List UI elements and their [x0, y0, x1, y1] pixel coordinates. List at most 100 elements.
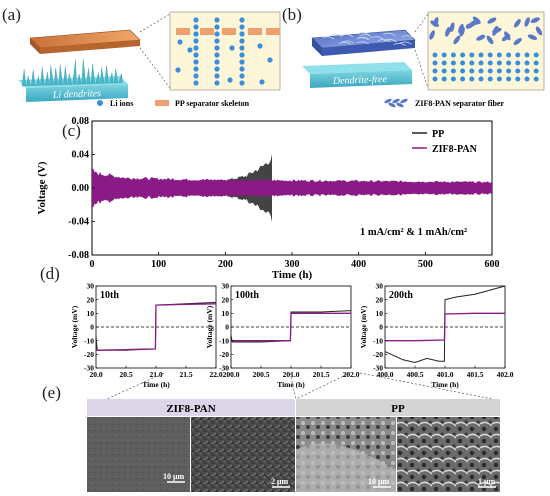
fiber-strand: [341, 40, 355, 44]
y-tick-label: -20: [373, 350, 383, 359]
y-tick-label: -30: [219, 364, 229, 373]
scale-label-4: 1 μm: [478, 477, 496, 486]
li-ion-dot: [496, 68, 502, 74]
li-ion-dot: [175, 67, 181, 73]
x-tick-label: 200.0: [223, 370, 240, 379]
dendrite-spike: [63, 66, 68, 85]
chart-d-200th: 200th -30 -20 -10 0 10 20 30 400.0 400.5 401.0 401.…: [359, 282, 514, 389]
zif8-fiber: [472, 16, 481, 24]
legend-pp-skeleton: PP separator skeleton: [175, 99, 250, 108]
li-flat-front: [310, 70, 412, 88]
li-ion-dot: [432, 52, 438, 58]
li-ion-dot: [478, 76, 484, 82]
x-tick-label: 200.5: [253, 370, 270, 379]
y-tick-label: 0.04: [72, 150, 90, 161]
fiber-strand: [357, 36, 370, 40]
pp-skeleton-bar: [248, 28, 262, 35]
li-ion-dot: [239, 73, 245, 79]
li-ion-dot: [432, 60, 438, 66]
dendrite-spike: [72, 59, 77, 85]
li-ion-dot: [460, 76, 466, 82]
li-ion-dot: [239, 80, 245, 86]
series-zif8pan: [231, 312, 351, 342]
panel-b-inset-content: [429, 16, 543, 82]
li-ion-dot: [214, 80, 220, 86]
dendrite-spike: [21, 69, 27, 87]
li-ion-dot: [193, 52, 199, 58]
y-tick-label: 30: [87, 282, 95, 291]
li-ion-dot: [214, 31, 220, 37]
li-ion-dot: [469, 68, 475, 74]
x-tick-label: 201.5: [313, 370, 330, 379]
x-tick-label: 0: [90, 259, 95, 270]
y-tick-label: 20: [87, 295, 95, 304]
zif8-fiber: [429, 30, 435, 40]
panel-a-illustration: Li dendrites: [18, 11, 281, 102]
dendrite-spike: [31, 69, 36, 86]
li-ion-dot: [257, 43, 263, 49]
li-ion-dot: [239, 66, 245, 72]
y-tick-label: 10: [87, 309, 95, 318]
li-ion-dot: [187, 47, 193, 53]
li-ion-dot: [506, 60, 512, 66]
chart-d-xlabel: Time (h): [431, 380, 459, 389]
li-ion-dot: [515, 76, 521, 82]
li-ion-dot: [460, 68, 466, 74]
zif8-fiber: [513, 19, 521, 28]
li-ion-dot: [450, 60, 456, 66]
dendrite-free-label: Dendrite-free: [332, 74, 388, 87]
li-ion-dot: [239, 45, 245, 51]
li-ion-dot: [515, 52, 521, 58]
li-ion-dot: [214, 24, 220, 30]
zif8-separator-slab-side: [312, 38, 322, 56]
fiber-strand: [377, 39, 391, 43]
dendrite-spike: [58, 64, 63, 85]
fiber-strand: [329, 34, 343, 38]
pp-skeleton-bar: [222, 28, 236, 35]
li-ion-dot: [214, 17, 220, 23]
y-tick-label: -10: [373, 336, 383, 345]
li-dendrites: [21, 58, 123, 87]
zif8-fiber: [433, 17, 439, 27]
li-ion-dot: [214, 38, 220, 44]
dendrite-spike: [81, 58, 86, 85]
dendrite-spike: [100, 67, 105, 84]
li-ion-dot: [239, 17, 245, 23]
y-tick-label: -30: [373, 364, 383, 373]
chart-d-xlabel: Time (h): [277, 380, 305, 389]
zif8-fiber: [527, 34, 538, 40]
li-ion-dot: [193, 17, 199, 23]
li-base-front: [26, 84, 128, 102]
fiber-strand: [383, 32, 396, 36]
li-ion-dot: [193, 24, 199, 30]
li-ion-dot: [450, 68, 456, 74]
li-ion-dot: [214, 45, 220, 51]
y-tick-label: 20: [222, 295, 230, 304]
y-tick-label: -0.08: [68, 250, 89, 261]
pp-skeleton-bar: [266, 28, 280, 35]
chart-c-axes: 0 100 200 300 400 500 600 -0.08 -0.04 0.00 0.04 0.0…: [68, 116, 499, 270]
li-ion-dot: [496, 60, 502, 66]
x-tick-label: 500: [418, 259, 433, 270]
fiber-legend-piece: [400, 98, 408, 104]
charts-d: 10th -30 -20 -10 0 10 20 30 20.0 20.5 21.0 21.5 22.0…: [70, 282, 514, 389]
zif8-fiber: [535, 26, 543, 36]
fiber-legend-piece: [388, 102, 396, 108]
chart-d-title: 100th: [235, 290, 259, 301]
panel-label-e: (e): [42, 383, 61, 402]
li-ion-dot: [496, 52, 502, 58]
li-ion-dot: [533, 68, 539, 74]
zif8-fiber: [458, 23, 464, 34]
panel-a-inset: [169, 11, 281, 91]
li-ion-dot: [460, 60, 466, 66]
fiber-strand: [356, 37, 369, 41]
legend-zif8-fiber: ZIF8-PAN separator fiber: [415, 99, 504, 108]
x-tick-label: 401.5: [467, 370, 484, 379]
zif8-fiber: [492, 27, 502, 34]
zif8-fiber: [453, 35, 461, 45]
x-tick-label: 100: [151, 259, 166, 270]
y-tick-label: -20: [84, 350, 94, 359]
chart-c-plot: [92, 154, 492, 222]
y-tick-label: 0.08: [72, 116, 90, 127]
chart-d-xlabel: Time (h): [142, 380, 170, 389]
